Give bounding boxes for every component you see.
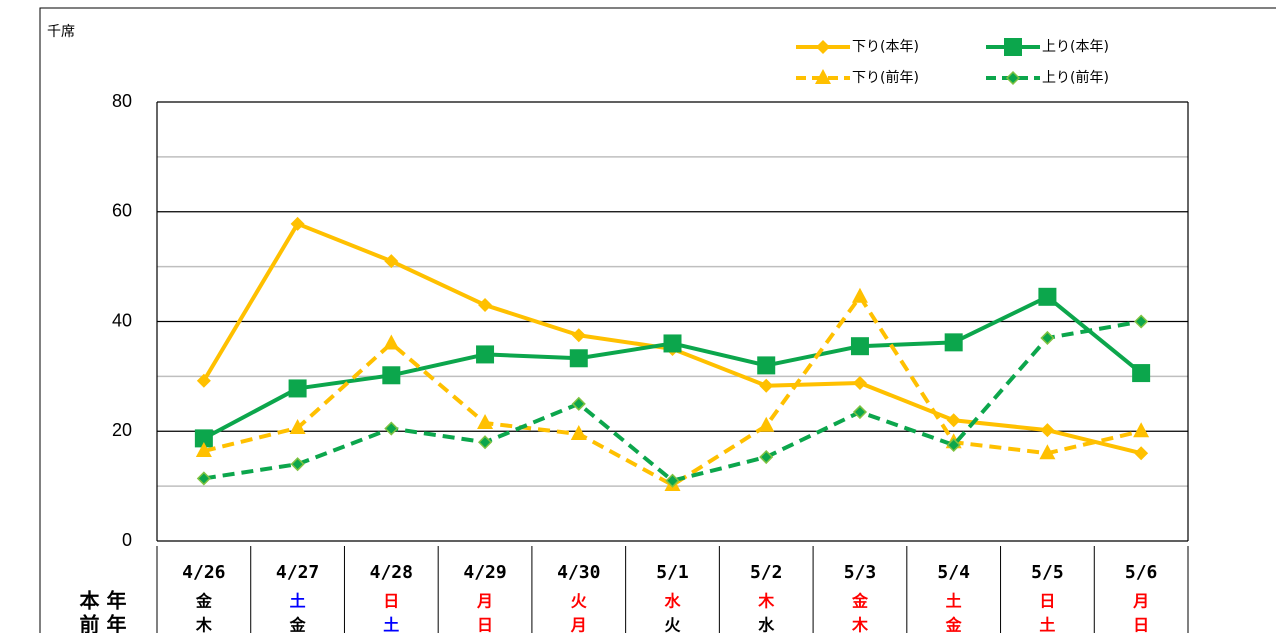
- marker: [384, 421, 399, 436]
- marker: [850, 337, 869, 356]
- weekday: 月: [476, 592, 493, 611]
- marker: [663, 334, 682, 353]
- weekday: 水: [664, 592, 681, 611]
- weekday: 金: [945, 616, 963, 633]
- series-line: [202, 294, 1143, 441]
- marker: [288, 379, 307, 398]
- y-tick-label: 40: [112, 310, 132, 330]
- marker: [1134, 446, 1149, 461]
- marker: [1133, 422, 1150, 438]
- marker: [289, 418, 306, 434]
- marker: [571, 396, 586, 411]
- legend-label: 上り(前年): [1042, 69, 1109, 86]
- marker: [382, 366, 401, 385]
- weekday: 木: [851, 616, 869, 633]
- marker: [1040, 330, 1055, 346]
- x-tick-label: 4/28: [370, 562, 413, 583]
- x-tick-label: 5/4: [937, 562, 970, 583]
- marker: [290, 216, 305, 231]
- marker: [759, 378, 774, 393]
- marker: [478, 298, 493, 313]
- marker: [196, 471, 211, 486]
- x-tick-label: 5/5: [1031, 562, 1064, 583]
- marker: [851, 287, 868, 303]
- marker: [815, 69, 831, 84]
- marker: [477, 435, 493, 450]
- weekday: 金: [195, 592, 213, 611]
- weekday: 土: [946, 592, 962, 611]
- marker: [1134, 314, 1149, 329]
- marker: [195, 442, 212, 458]
- y-tick-label: 80: [112, 91, 132, 111]
- marker: [816, 40, 830, 54]
- legend-label: 下り(前年): [852, 69, 919, 86]
- marker: [759, 449, 774, 465]
- series-line: [203, 319, 1142, 483]
- marker: [1039, 444, 1056, 460]
- marker: [758, 416, 775, 432]
- weekday: 日: [383, 592, 399, 611]
- weekday: 火: [571, 592, 588, 611]
- marker: [570, 424, 587, 440]
- marker: [852, 404, 868, 420]
- x-tick-label: 4/26: [182, 562, 225, 583]
- weekday: 日: [1039, 592, 1055, 611]
- x-tick-label: 4/27: [276, 562, 319, 583]
- marker: [852, 375, 867, 390]
- weekday: 木: [757, 592, 775, 611]
- weekday: 日: [1133, 616, 1149, 633]
- marker: [290, 457, 305, 472]
- marker: [1004, 38, 1022, 56]
- y-tick-label: 0: [122, 530, 132, 550]
- marker: [665, 473, 680, 488]
- y-tick-label: 20: [112, 420, 132, 440]
- weekday: 火: [664, 616, 681, 633]
- marker: [571, 328, 586, 343]
- marker: [757, 356, 776, 375]
- marker: [1040, 423, 1055, 438]
- weekday: 金: [851, 592, 869, 611]
- weekday: 月: [570, 616, 587, 633]
- x-tick-label: 5/6: [1125, 562, 1158, 583]
- marker: [946, 413, 961, 428]
- weekday: 金: [289, 616, 307, 633]
- x-tick-label: 5/1: [656, 562, 689, 583]
- x-tick-label: 4/30: [557, 562, 600, 583]
- weekday: 月: [1132, 592, 1149, 611]
- row-label: 前 年: [80, 613, 127, 633]
- x-tick-label: 5/3: [844, 562, 877, 583]
- x-tick-label: 4/29: [463, 562, 506, 583]
- unit-label: 千席: [47, 24, 75, 40]
- marker: [383, 334, 400, 350]
- marker: [384, 254, 399, 269]
- weekday: 水: [758, 616, 775, 633]
- marker: [944, 333, 963, 352]
- row-label: 本 年: [80, 589, 127, 613]
- marker: [1038, 287, 1057, 306]
- marker: [477, 414, 494, 430]
- marker: [1005, 70, 1021, 86]
- marker: [196, 373, 211, 388]
- marker: [194, 429, 213, 448]
- y-tick-label: 60: [112, 201, 132, 221]
- series-line: [203, 294, 1142, 488]
- weekday: 土: [290, 592, 306, 611]
- marker: [569, 349, 588, 368]
- legend-label: 上り(本年): [1042, 39, 1109, 55]
- weekday: 土: [1039, 616, 1055, 633]
- marker: [476, 345, 495, 364]
- legend-label: 下り(本年): [852, 39, 919, 55]
- weekday: 土: [383, 616, 399, 633]
- marker: [946, 437, 961, 453]
- weekday: 木: [195, 616, 213, 633]
- weekday: 日: [477, 616, 493, 633]
- x-tick-label: 5/2: [750, 562, 783, 583]
- marker: [1132, 364, 1151, 383]
- frame: [39, 7, 1276, 633]
